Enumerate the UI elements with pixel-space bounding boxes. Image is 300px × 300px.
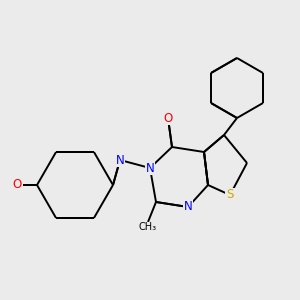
Text: N: N [184, 200, 192, 214]
Text: O: O [12, 178, 22, 191]
Text: N: N [146, 161, 154, 175]
Text: O: O [164, 112, 172, 124]
Text: CH₃: CH₃ [139, 222, 157, 232]
Text: S: S [226, 188, 234, 202]
Text: N: N [116, 154, 124, 166]
